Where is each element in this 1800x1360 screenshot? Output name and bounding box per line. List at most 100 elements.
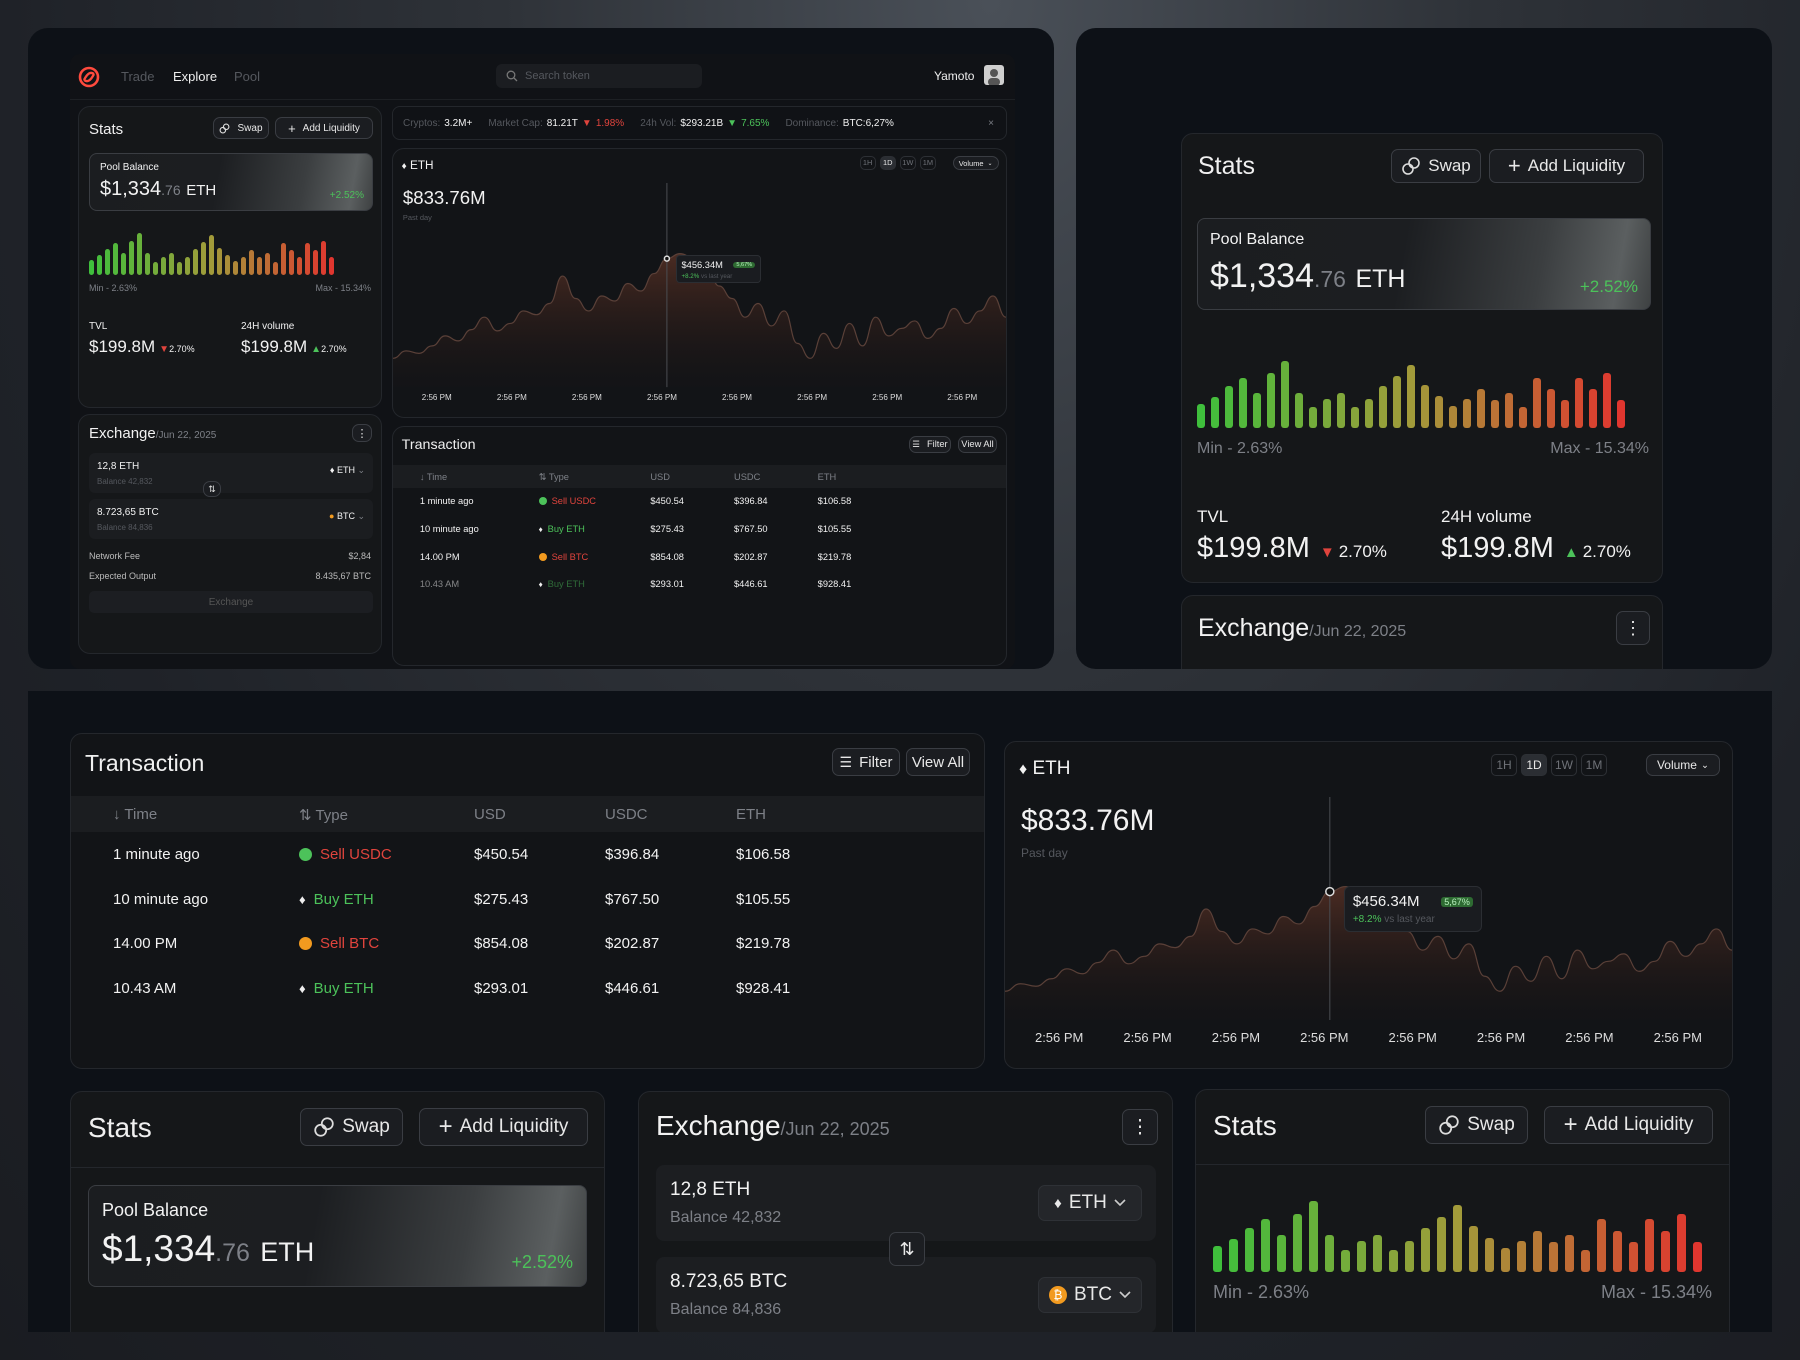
network-fee-value: $2,84 [348,551,371,561]
cell-eth: $106.58 [817,496,852,507]
metric-select[interactable]: Volume ⌄ [1646,754,1720,776]
column-header-time[interactable]: ↓ Time [420,472,447,482]
to-token-select[interactable]: ● BTC ⌄ [329,511,365,522]
swap-direction-button[interactable]: ⇅ [889,1232,925,1266]
column-header-usdc[interactable]: USDC [734,472,760,482]
distribution-bar [1505,393,1513,428]
swap-button[interactable]: Swap [300,1108,403,1146]
add-liquidity-button[interactable]: + Add Liquidity [419,1108,588,1146]
tooltip-value: $456.34M [681,259,723,270]
to-token-select[interactable]: ₿ BTC [1038,1277,1142,1313]
from-token-box[interactable]: 12,8 ETH Balance 42,832 ♦ ETH [656,1165,1156,1241]
tvl-label: TVL [89,321,108,332]
exchange-title-text: Exchange [1198,614,1310,642]
swap-button[interactable]: Swap [1425,1106,1528,1144]
table-row[interactable]: 1 minute ago Sell USDC $450.54 $396.84 $106.… [393,488,1006,515]
chart-plot[interactable] [1005,797,1732,1020]
column-header-type[interactable]: ⇅ Type [539,472,569,483]
tooltip-change: +8.2% vs last year [682,273,733,280]
view-all-button[interactable]: View All [957,435,998,454]
add-liquidity-button[interactable]: + Add Liquidity [275,117,373,139]
exchange-button[interactable]: Exchange [89,591,373,613]
filter-button[interactable]: ☰ Filter [908,435,951,454]
table-row[interactable]: 10 minute ago ♦ Buy ETH $275.43 $767.50 $105.… [71,877,984,921]
pool-balance-label: Pool Balance [1210,231,1305,248]
chart-tooltip: $456.34M 5,67% +8.2% vs last year [1343,885,1482,932]
filter-button[interactable]: ☰ Filter [832,748,900,776]
table-row[interactable]: 10.43 AM ♦ Buy ETH $293.01 $446.61 $928.41 [71,966,984,1010]
close-icon[interactable]: × [988,117,994,129]
tab-1m[interactable]: 1M [919,156,936,171]
table-row[interactable]: 14.00 PM Sell BTC $854.08 $202.87 $219.78 [393,543,1006,570]
more-menu-button[interactable]: ⋮ [1122,1109,1158,1145]
table-row[interactable]: 1 minute ago Sell USDC $450.54 $396.84 $106.… [71,832,984,876]
x-tick-label: 2:56 PM [1565,1030,1614,1045]
search-input[interactable]: Search token [525,70,590,82]
add-liquidity-button[interactable]: + Add Liquidity [1489,149,1644,183]
swap-direction-button[interactable]: ⇅ [203,481,221,497]
crosshair-point[interactable] [663,255,671,262]
distribution-bar [289,250,294,275]
chart-plot[interactable] [393,183,1006,388]
chart-value: $833.76M [1021,804,1155,837]
x-tick-label: 2:56 PM [1300,1030,1349,1045]
distribution-bar [1463,398,1471,428]
from-token-select[interactable]: ♦ ETH [1038,1185,1142,1221]
tab-1w[interactable]: 1W [899,156,916,171]
from-token-box[interactable]: 12,8 ETH Balance 42,832 ♦ ETH ⌄ [89,453,373,493]
column-header-usd[interactable]: USD [650,472,670,482]
swap-button[interactable]: Swap [213,117,269,139]
cell-usd: $450.54 [474,846,529,863]
stats-title: Stats [89,121,124,138]
distribution-bar [249,250,254,275]
nav-trade[interactable]: Trade [121,69,155,84]
column-header-eth[interactable]: ETH [736,806,766,823]
to-token-box[interactable]: 8.723,65 BTC Balance 84,836 ● BTC ⌄ [89,499,373,539]
from-token-label: ETH [336,465,355,475]
column-header-usd[interactable]: USD [474,806,506,823]
tab-1h[interactable]: 1H [859,156,876,171]
distribution-bar [329,257,334,275]
exchange-title-text: Exchange [89,425,156,442]
tab-1h[interactable]: 1H [1491,754,1517,776]
eth-icon: ♦ [1019,761,1028,778]
distribution-bar [225,254,230,275]
search-box[interactable]: Search token [496,64,702,88]
table-row[interactable]: 10 minute ago ♦ Buy ETH $275.43 $767.50 $105.… [393,515,1006,542]
tab-1d[interactable]: 1D [879,156,896,171]
eth-token-label: ETH [1032,758,1071,779]
btc-icon [538,552,547,561]
distribution-bar [297,257,302,275]
tab-1w[interactable]: 1W [1551,754,1577,776]
column-header-time[interactable]: ↓ Time [113,806,157,823]
to-token-box[interactable]: 8.723,65 BTC Balance 84,836 ₿ BTC [656,1257,1156,1332]
plus-icon: + [1563,1111,1578,1138]
tab-1m[interactable]: 1M [1581,754,1607,776]
avatar[interactable] [984,65,1004,85]
more-menu-button[interactable]: ⋮ [1616,611,1650,645]
metric-select[interactable]: Volume ⌄ [952,156,999,171]
nav-explore[interactable]: Explore [173,69,218,84]
column-header-eth[interactable]: ETH [818,472,837,482]
swap-button[interactable]: Swap [1391,149,1481,183]
cell-type: Sell BTC [538,552,588,562]
crosshair-point[interactable] [1325,886,1335,897]
sort-down-icon: ↓ [419,471,427,482]
distribution-bar [1229,1238,1238,1272]
sort-icon: ⇅ [538,471,549,482]
tab-1d[interactable]: 1D [1521,754,1547,776]
area-fill [393,253,1006,388]
column-header-usdc[interactable]: USDC [605,806,648,823]
user-name[interactable]: Yamoto [934,69,975,83]
from-token-select[interactable]: ♦ ETH ⌄ [330,465,365,476]
table-row[interactable]: 10.43 AM ♦ Buy ETH $293.01 $446.61 $928.41 [393,571,1006,598]
more-menu-button[interactable]: ⋮ [352,424,372,442]
x-tick-label: 2:56 PM [797,393,828,403]
logo-icon[interactable] [78,66,100,88]
nav-pool[interactable]: Pool [234,69,261,84]
view-all-button[interactable]: View All [906,748,970,776]
add-liquidity-button[interactable]: + Add Liquidity [1544,1106,1713,1144]
table-row[interactable]: 14.00 PM Sell BTC $854.08 $202.87 $219.78 [71,921,984,965]
column-header-type[interactable]: ⇅ Type [299,806,348,824]
to-balance: Balance 84,836 [97,523,153,532]
